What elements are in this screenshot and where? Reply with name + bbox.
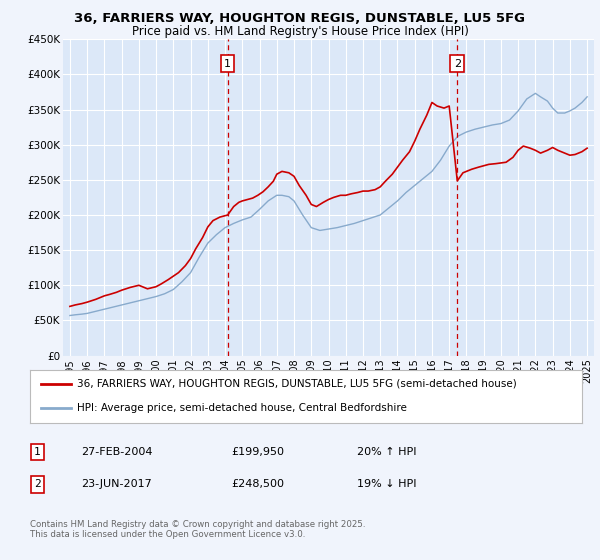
Text: 36, FARRIERS WAY, HOUGHTON REGIS, DUNSTABLE, LU5 5FG (semi-detached house): 36, FARRIERS WAY, HOUGHTON REGIS, DUNSTA…	[77, 379, 517, 389]
Text: 20% ↑ HPI: 20% ↑ HPI	[357, 447, 416, 457]
Text: 27-FEB-2004: 27-FEB-2004	[81, 447, 152, 457]
Text: 1: 1	[224, 59, 231, 69]
Text: 19% ↓ HPI: 19% ↓ HPI	[357, 479, 416, 489]
Text: 2: 2	[34, 479, 41, 489]
Text: 23-JUN-2017: 23-JUN-2017	[81, 479, 152, 489]
Text: 1: 1	[34, 447, 41, 457]
Text: £248,500: £248,500	[231, 479, 284, 489]
Text: Contains HM Land Registry data © Crown copyright and database right 2025.
This d: Contains HM Land Registry data © Crown c…	[30, 520, 365, 539]
Text: £199,950: £199,950	[231, 447, 284, 457]
Text: Price paid vs. HM Land Registry's House Price Index (HPI): Price paid vs. HM Land Registry's House …	[131, 25, 469, 38]
Text: 2: 2	[454, 59, 461, 69]
Text: HPI: Average price, semi-detached house, Central Bedfordshire: HPI: Average price, semi-detached house,…	[77, 403, 407, 413]
Text: 36, FARRIERS WAY, HOUGHTON REGIS, DUNSTABLE, LU5 5FG: 36, FARRIERS WAY, HOUGHTON REGIS, DUNSTA…	[74, 12, 526, 25]
